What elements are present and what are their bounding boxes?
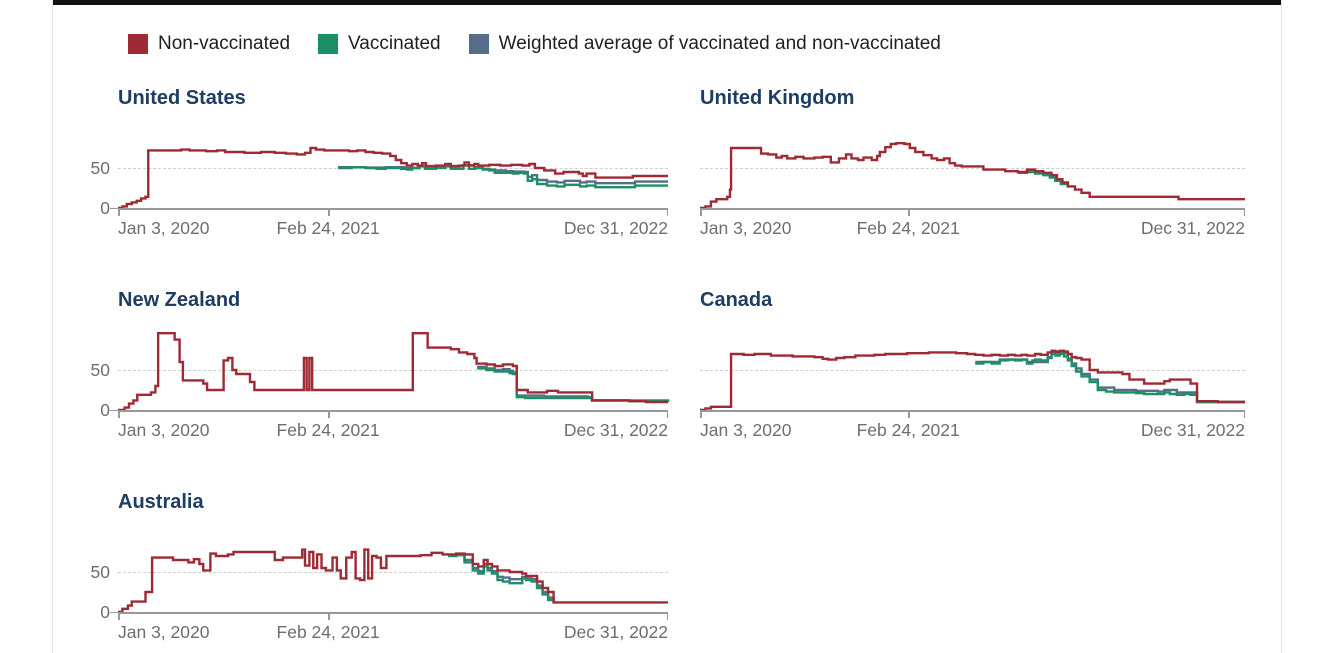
left-page-border: [52, 0, 53, 653]
x-tick-label: Feb 24, 2021: [276, 622, 380, 642]
chart-title: New Zealand: [118, 289, 241, 311]
x-axis-tick: [666, 411, 668, 418]
x-tick-label: Feb 24, 2021: [856, 218, 960, 238]
series-line-non-vaccinated: [118, 333, 668, 410]
x-tick-label: Feb 24, 2021: [856, 420, 960, 440]
series-line-non-vaccinated: [118, 148, 668, 208]
chart-title: Canada: [700, 289, 773, 311]
right-page-border: [1281, 0, 1282, 653]
chart-legend: Non-vaccinated Vaccinated Weighted average…: [128, 33, 969, 55]
x-tick-label: Dec 31, 2022: [563, 420, 668, 440]
x-axis-line: [700, 208, 1245, 210]
plot-area: [110, 128, 668, 216]
x-axis-line: [118, 410, 668, 412]
legend-item-0: Non-vaccinated: [128, 33, 290, 55]
chart-title: United Kingdom: [700, 87, 855, 109]
series-line-non-vaccinated: [700, 143, 1245, 208]
x-tick-label: Jan 3, 2020: [118, 218, 210, 238]
y-tick-label: 50: [90, 360, 110, 380]
x-tick-label: Dec 31, 2022: [563, 622, 668, 642]
legend-item-1: Vaccinated: [318, 33, 441, 55]
y-axis-tick: [110, 611, 118, 613]
y-tick-label: 50: [90, 562, 110, 582]
y-tick-label: 0: [100, 400, 110, 420]
x-axis-tick: [328, 411, 330, 418]
plot-area: [700, 330, 1245, 418]
series-line-vaccinated: [1018, 172, 1068, 187]
legend-swatch-icon: [318, 34, 339, 54]
x-axis-tick: [1243, 209, 1245, 216]
chart-title: Australia: [118, 491, 204, 513]
x-tick-label: Dec 31, 2022: [1140, 218, 1245, 238]
x-axis-line: [118, 612, 668, 614]
x-axis-tick: [1243, 411, 1245, 418]
x-tick-label: Jan 3, 2020: [118, 622, 210, 642]
x-tick-label: Dec 31, 2022: [1140, 420, 1245, 440]
y-axis-tick: [110, 207, 118, 209]
x-axis-tick: [328, 209, 330, 216]
x-tick-label: Feb 24, 2021: [276, 420, 380, 440]
x-tick-label: Feb 24, 2021: [276, 218, 380, 238]
plot-area: [700, 128, 1245, 216]
series-line-non-vaccinated: [700, 351, 1245, 410]
x-axis-tick: [908, 411, 910, 418]
series-line-vaccinated: [338, 166, 668, 188]
legend-swatch-icon: [468, 34, 489, 54]
x-axis-tick: [908, 209, 910, 216]
y-tick-label: 50: [90, 158, 110, 178]
x-tick-label: Jan 3, 2020: [700, 420, 792, 440]
chart-title: United States: [118, 87, 246, 109]
x-axis-labels: Jan 3, 2020 Feb 24, 2021 Dec 31, 2022: [700, 218, 1245, 242]
gridline-50: [118, 370, 668, 371]
x-axis-tick: [328, 613, 330, 620]
x-tick-label: Dec 31, 2022: [563, 218, 668, 238]
gridline-50: [700, 168, 1245, 169]
x-tick-label: Jan 3, 2020: [700, 218, 792, 238]
x-axis-tick: [700, 411, 702, 418]
x-axis-labels: Jan 3, 2020 Feb 24, 2021 Dec 31, 2022: [118, 420, 668, 444]
x-axis-labels: Jan 3, 2020 Feb 24, 2021 Dec 31, 2022: [118, 622, 668, 646]
x-axis-tick: [118, 209, 120, 216]
top-progress-bar: [53, 0, 1281, 5]
series-line-vaccinated: [448, 555, 554, 602]
x-axis-tick: [666, 209, 668, 216]
y-tick-label: 0: [100, 198, 110, 218]
x-axis-tick: [118, 613, 120, 620]
gridline-50: [700, 370, 1245, 371]
x-axis-tick: [700, 209, 702, 216]
y-tick-label: 0: [100, 602, 110, 622]
legend-swatch-icon: [128, 34, 148, 54]
plot-area: [110, 330, 668, 418]
y-axis-tick: [110, 409, 118, 411]
x-axis-line: [700, 410, 1245, 412]
plot-area: [110, 532, 668, 620]
series-line-vaccinated: [975, 354, 1245, 402]
legend-label: Non-vaccinated: [158, 33, 291, 54]
gridline-50: [118, 572, 668, 573]
x-axis-line: [118, 208, 668, 210]
x-tick-label: Jan 3, 2020: [118, 420, 210, 440]
x-axis-tick: [118, 411, 120, 418]
x-axis-tick: [666, 613, 668, 620]
x-axis-labels: Jan 3, 2020 Feb 24, 2021 Dec 31, 2022: [700, 420, 1245, 444]
series-line-vaccinated: [477, 368, 668, 402]
legend-item-2: Weighted average of vaccinated and non-v…: [468, 33, 941, 55]
legend-label: Vaccinated: [348, 33, 441, 54]
legend-label: Weighted average of vaccinated and non-v…: [498, 33, 941, 54]
x-axis-labels: Jan 3, 2020 Feb 24, 2021 Dec 31, 2022: [118, 218, 668, 242]
series-line-non-vaccinated: [118, 550, 668, 612]
